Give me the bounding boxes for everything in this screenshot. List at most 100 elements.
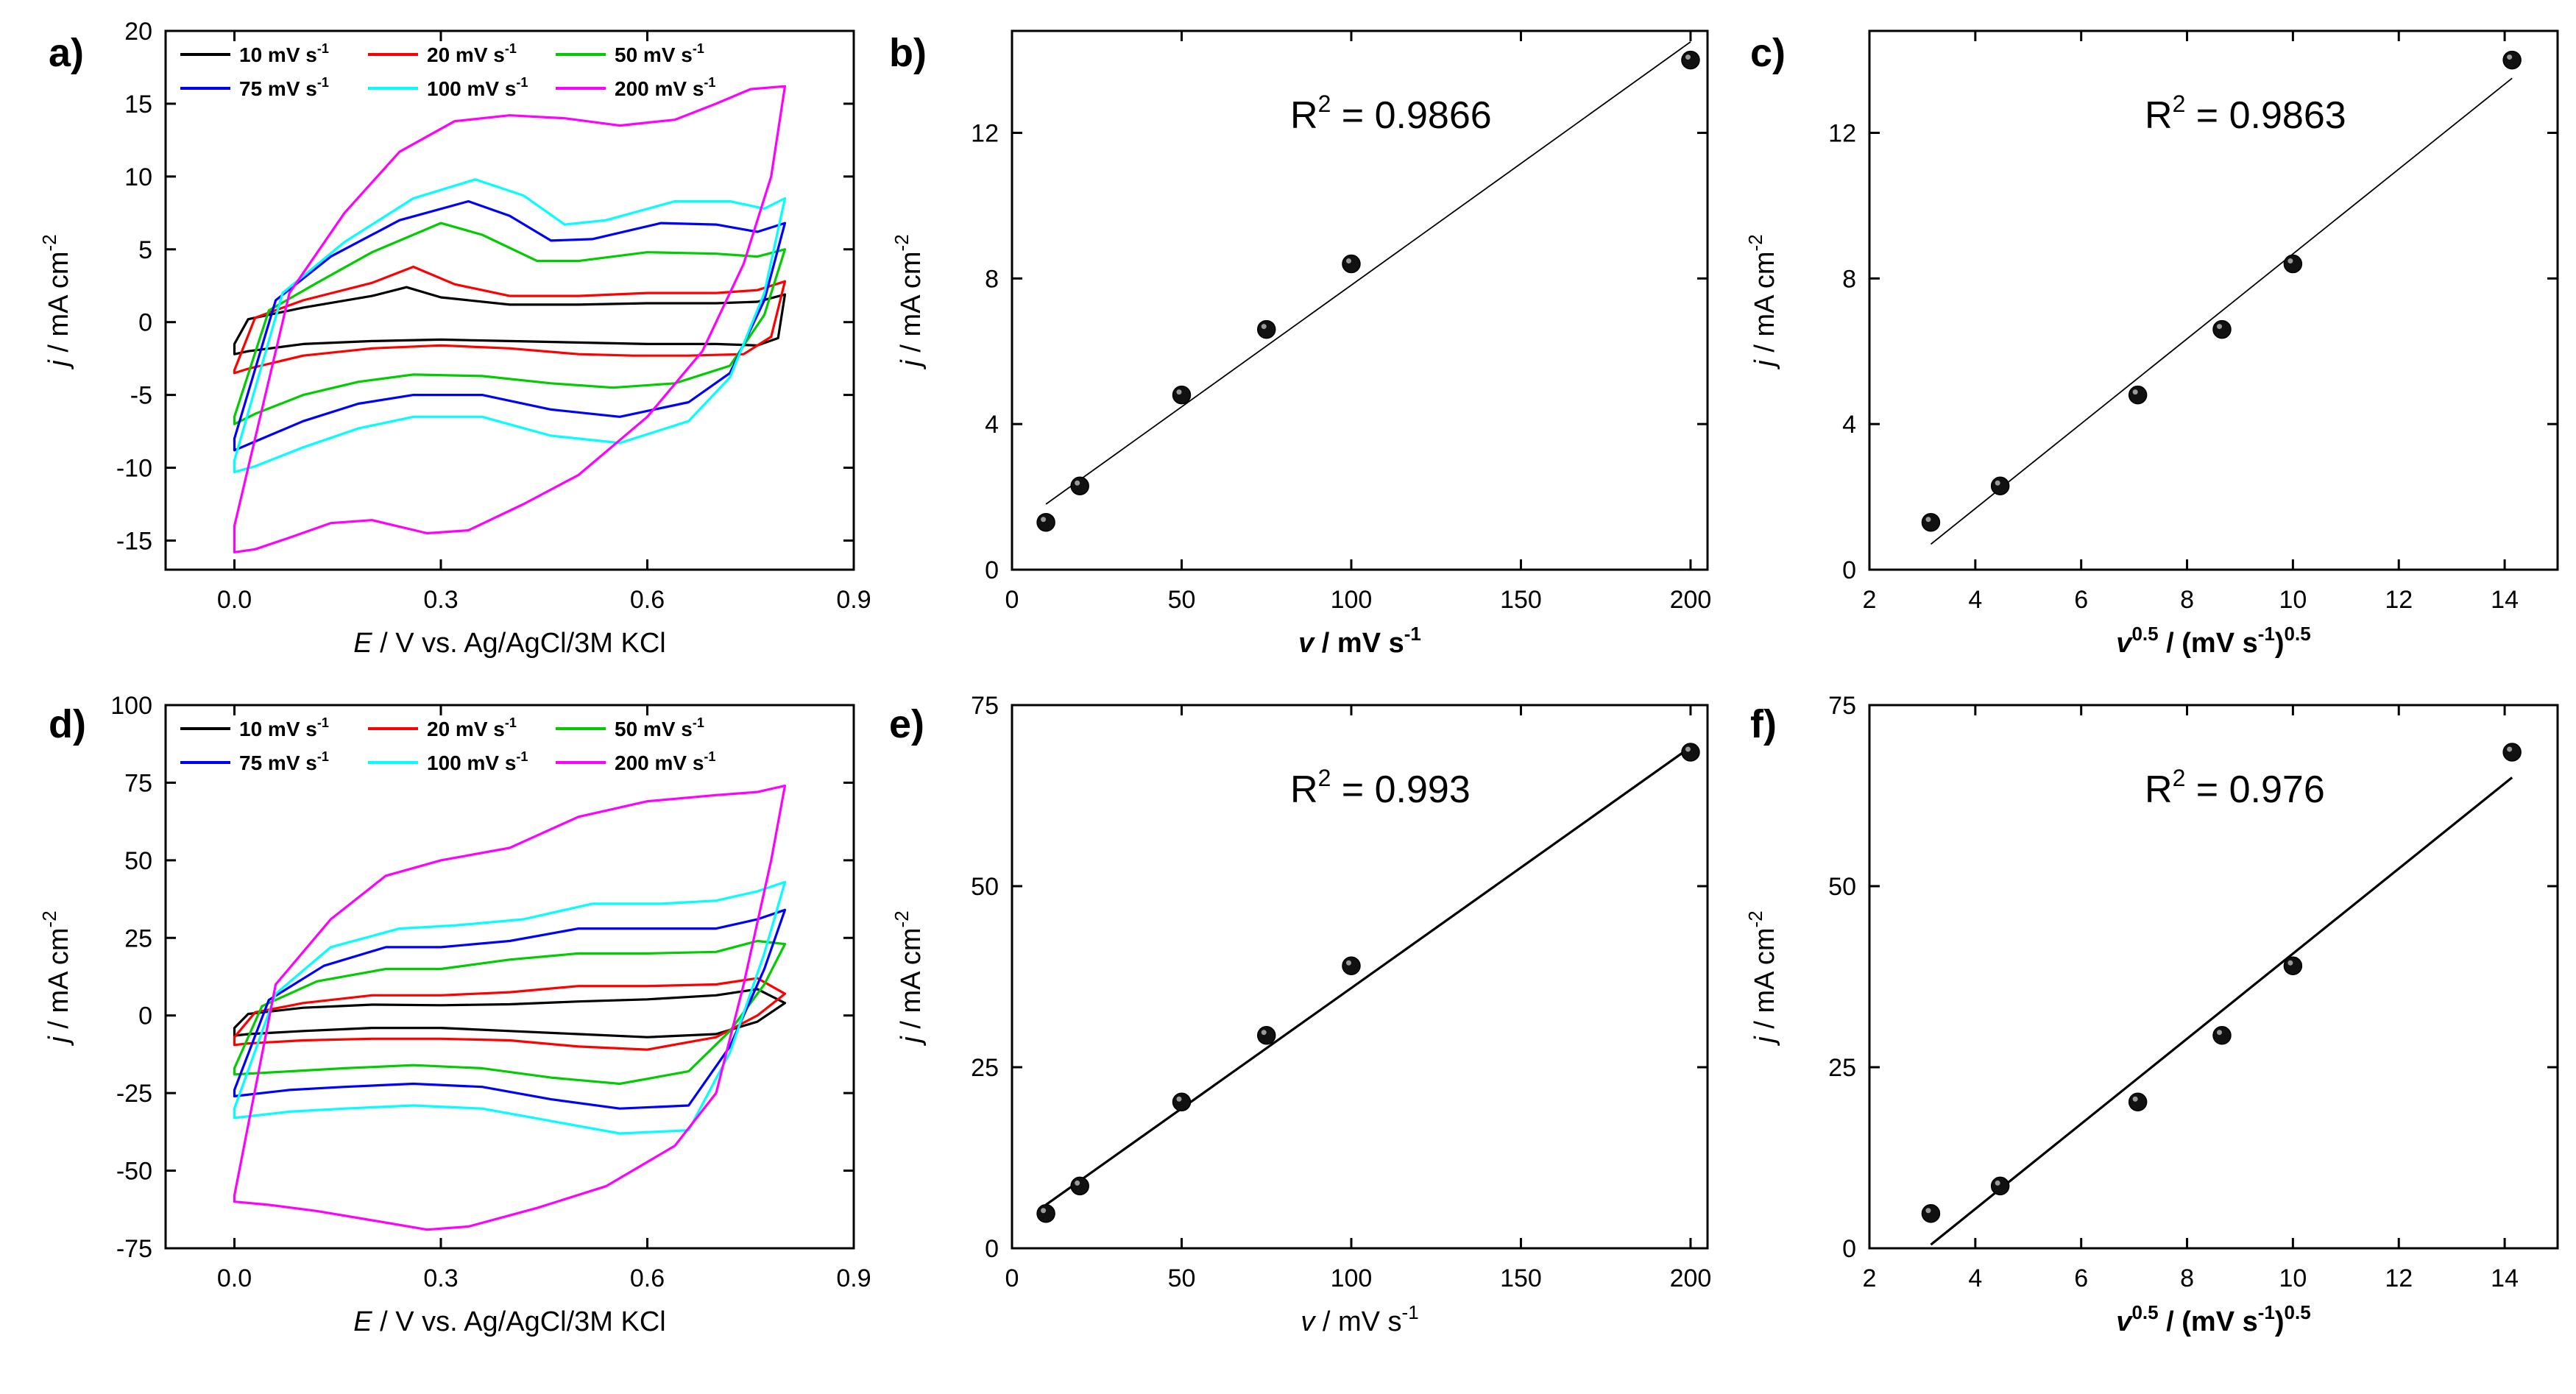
legend-exponent: -1 xyxy=(505,715,517,730)
legend-entry: 10 mV s-1 xyxy=(239,715,329,740)
data-point xyxy=(1036,1204,1055,1223)
panel-label: c) xyxy=(1750,31,1786,75)
x-tick-label: 10 xyxy=(2279,1264,2307,1292)
y-axis-label-exponent: -2 xyxy=(1744,234,1766,251)
fit-line xyxy=(1045,41,1691,505)
data-point xyxy=(1070,476,1089,495)
fit-layer xyxy=(1930,776,2513,1246)
x-tick-label: 6 xyxy=(2074,1264,2088,1292)
x-axis-label-exponent: -1 xyxy=(2258,623,2275,645)
x-axis-label-exponent: 0.5 xyxy=(2285,1301,2311,1323)
y-tick-label: 0 xyxy=(985,1235,999,1263)
panel-label: e) xyxy=(889,702,924,746)
r-squared-symbol: R xyxy=(1290,768,1318,811)
legend-text: 50 mV s xyxy=(615,43,693,66)
x-tick-label: 100 xyxy=(1331,1264,1373,1292)
y-tick-label: 10 xyxy=(124,163,152,191)
data-point xyxy=(1256,1025,1276,1045)
legend-entry: 20 mV s-1 xyxy=(427,715,517,740)
data-point xyxy=(1342,956,1361,975)
legend-exponent: -1 xyxy=(317,41,329,56)
data-point xyxy=(1990,476,2010,495)
data-point xyxy=(1681,50,1700,70)
legend-exponent: -1 xyxy=(704,75,715,90)
fit-line xyxy=(1930,77,2513,545)
legend-entry: 75 mV s-1 xyxy=(239,75,329,100)
legend-text: 10 mV s xyxy=(239,43,317,66)
legend-exponent: -1 xyxy=(693,41,704,56)
x-axis-label-exponent: 0.5 xyxy=(2131,623,2158,645)
x-tick-label: 200 xyxy=(1670,586,1712,614)
r-squared-symbol: R xyxy=(2145,768,2173,811)
x-axis-label: E / V vs. Ag/AgCl/3M KCl xyxy=(353,628,666,659)
cv-curve xyxy=(233,880,787,1135)
plot-frame xyxy=(1868,704,2559,1250)
r-squared-annotation: R2 = 0.9866 xyxy=(1290,91,1492,137)
y-axis-label-units: / mA cm xyxy=(896,927,927,1036)
cv-curve xyxy=(233,85,787,553)
cv-curve xyxy=(233,785,787,1231)
y-tick-label: 8 xyxy=(985,265,999,293)
x-tick-label: 0 xyxy=(1005,1264,1019,1292)
legend: 10 mV s-1 20 mV s-1 50 mV s-175 mV s-1 100 … xyxy=(180,41,715,100)
r-squared-exponent: 2 xyxy=(2173,765,2186,791)
data-point xyxy=(1256,319,1276,339)
cv-curve xyxy=(233,222,787,425)
panel-label: d) xyxy=(49,702,86,746)
data-point xyxy=(1921,512,1941,532)
y-tick-label: 25 xyxy=(124,924,152,952)
legend-entry: 20 mV s-1 xyxy=(427,41,517,66)
legend-entry: 75 mV s-1 xyxy=(239,749,329,774)
plot-frame xyxy=(1011,29,1709,571)
data-point xyxy=(1681,743,1700,762)
y-axis-label-exponent: -2 xyxy=(38,910,60,927)
y-tick-label: 12 xyxy=(971,119,999,147)
data-point xyxy=(1921,1204,1941,1223)
legend-entry: 200 mV s-1 xyxy=(615,749,715,774)
r-squared-symbol: R xyxy=(2145,94,2173,137)
cv-curve xyxy=(233,908,787,1110)
y-axis-label: j / mA cm-2 xyxy=(38,234,74,369)
y-tick-label: 15 xyxy=(124,91,152,118)
fit-layer xyxy=(1045,41,1691,505)
x-tick-label: 2 xyxy=(1863,1264,1877,1292)
x-tick-label: 8 xyxy=(2180,1264,2194,1292)
y-axis-label: j / mA cm-2 xyxy=(891,910,927,1046)
y-tick-label: -25 xyxy=(116,1080,152,1108)
legend-text: 20 mV s xyxy=(427,718,505,740)
cv-curves xyxy=(233,85,787,553)
x-axis-label-units: / (mV s xyxy=(2159,1306,2258,1337)
y-tick-label: 25 xyxy=(971,1054,999,1082)
cv-curve xyxy=(233,286,787,355)
data-point-highlight xyxy=(1345,258,1351,264)
data-point-highlight xyxy=(1075,480,1080,486)
y-tick-label: 75 xyxy=(971,692,999,720)
legend-exponent: -1 xyxy=(693,715,704,730)
x-tick-label: 50 xyxy=(1168,1264,1196,1292)
y-tick-label: 12 xyxy=(1828,119,1856,147)
cv-curve xyxy=(233,988,787,1039)
legend-text: 75 mV s xyxy=(239,77,317,100)
legend-exponent: -1 xyxy=(704,749,715,764)
x-tick-label: 14 xyxy=(2491,586,2519,614)
r-squared-exponent: 2 xyxy=(2173,91,2186,117)
x-axis-label-units: / mV s xyxy=(1314,628,1404,659)
panel-d: 0.0 0.3 0.6 0.9 -75 -50 -25 0 25 50 75 100 d) j / mA … xyxy=(38,692,871,1337)
cv-curves xyxy=(233,785,787,1231)
data-point-highlight xyxy=(1995,480,2000,486)
plot-frame xyxy=(1011,704,1709,1250)
x-tick-label: 0.6 xyxy=(630,1264,665,1292)
legend: 10 mV s-1 20 mV s-1 50 mV s-175 mV s-1 100 … xyxy=(180,715,715,774)
data-point-highlight xyxy=(2132,1096,2138,1102)
y-axis-label-exponent: -2 xyxy=(38,234,60,251)
y-tick-label: -75 xyxy=(116,1235,152,1263)
x-axis-label-exponent: -1 xyxy=(1402,1301,1419,1323)
x-axis-label-symbol: v xyxy=(2116,628,2133,659)
data-point xyxy=(1342,254,1361,274)
x-axis-label-units: / mV s xyxy=(1314,1306,1401,1337)
legend-text: 75 mV s xyxy=(239,751,317,774)
cv-curve xyxy=(233,265,787,375)
x-axis-label: v0.5 / (mV s-1)0.5 xyxy=(2116,1301,2310,1337)
data-point xyxy=(2502,743,2522,762)
